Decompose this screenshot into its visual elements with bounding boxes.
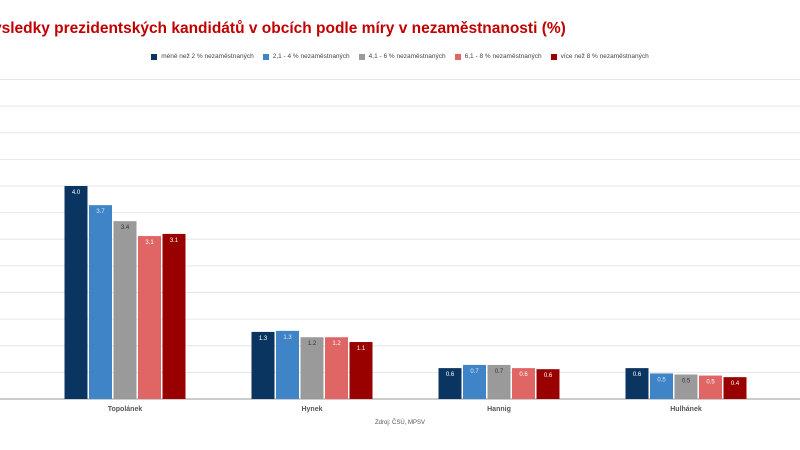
legend: méně než 2 % nezaměstnaných 2,1 - 4 % nez… <box>0 53 800 60</box>
bar <box>64 186 88 399</box>
bar <box>89 205 112 399</box>
data-label: 1.1 <box>357 346 366 352</box>
data-label: 0.5 <box>706 380 715 386</box>
data-label: 3.7 <box>96 209 105 215</box>
data-label: 3.4 <box>121 225 130 231</box>
legend-label: více než 8 % nezaměstnaných <box>560 53 649 60</box>
data-label: 0.6 <box>446 372 455 378</box>
legend-label: 2,1 - 4 % nezaměstnaných <box>272 53 350 60</box>
bar <box>699 375 722 399</box>
bar <box>650 373 673 399</box>
legend-swatch <box>151 53 158 60</box>
legend-item: 4,1 - 6 % nezaměstnaných <box>358 53 446 60</box>
legend-item: 6,1 - 8 % nezaměstnaných <box>454 53 542 60</box>
data-label: 0.4 <box>731 381 740 387</box>
legend-swatch <box>454 53 461 60</box>
data-label: 0.6 <box>633 372 642 378</box>
bar <box>251 331 275 399</box>
bar <box>162 233 186 399</box>
data-label: 3.1 <box>145 240 154 246</box>
bar <box>674 374 698 399</box>
data-label: 0.7 <box>495 369 504 375</box>
data-label: 1.2 <box>308 341 317 347</box>
data-label: 3.1 <box>170 238 179 244</box>
source-note: Zdroj: ČSÚ, MPSV <box>374 420 425 426</box>
data-label: 4.0 <box>72 190 81 196</box>
legend-item: méně než 2 % nezaměstnaných <box>151 53 254 60</box>
bar <box>276 330 299 399</box>
legend-swatch <box>262 53 269 60</box>
data-label: 0.5 <box>657 377 666 383</box>
bar <box>512 368 535 399</box>
legend-item: více než 8 % nezaměstnaných <box>550 53 649 60</box>
legend-item: 2,1 - 4 % nezaměstnaných <box>262 53 350 60</box>
bar <box>113 221 137 399</box>
data-label: 0.7 <box>470 369 479 375</box>
bar <box>625 368 649 399</box>
bar <box>138 236 161 399</box>
legend-swatch <box>550 53 557 60</box>
legend-swatch <box>358 53 365 60</box>
legend-label: 4,1 - 6 % nezaměstnaných <box>368 53 446 60</box>
bar <box>325 337 348 399</box>
bar <box>487 364 511 399</box>
bar <box>349 342 373 399</box>
bar <box>300 337 324 399</box>
bar <box>463 364 486 399</box>
data-label: 0.6 <box>519 372 528 378</box>
x-tick-label: Hulhánek <box>670 406 702 413</box>
data-label: 1.2 <box>332 341 341 347</box>
data-label: 0.6 <box>544 373 553 379</box>
x-tick-label: Hannig <box>487 406 511 413</box>
x-tick-label: Hynek <box>301 406 322 413</box>
legend-label: méně než 2 % nezaměstnaných <box>161 53 254 60</box>
bar <box>723 377 747 399</box>
bar <box>536 369 560 399</box>
data-label: 1.3 <box>283 335 292 341</box>
data-label: 1.3 <box>259 336 268 342</box>
chart-title: ýsledky prezidentských kandidátů v obcíc… <box>0 20 566 37</box>
bar <box>438 368 462 399</box>
data-label: 0.5 <box>682 379 691 385</box>
x-tick-label: Topolánek <box>108 406 143 413</box>
legend-label: 6,1 - 8 % nezaměstnaných <box>464 53 542 60</box>
